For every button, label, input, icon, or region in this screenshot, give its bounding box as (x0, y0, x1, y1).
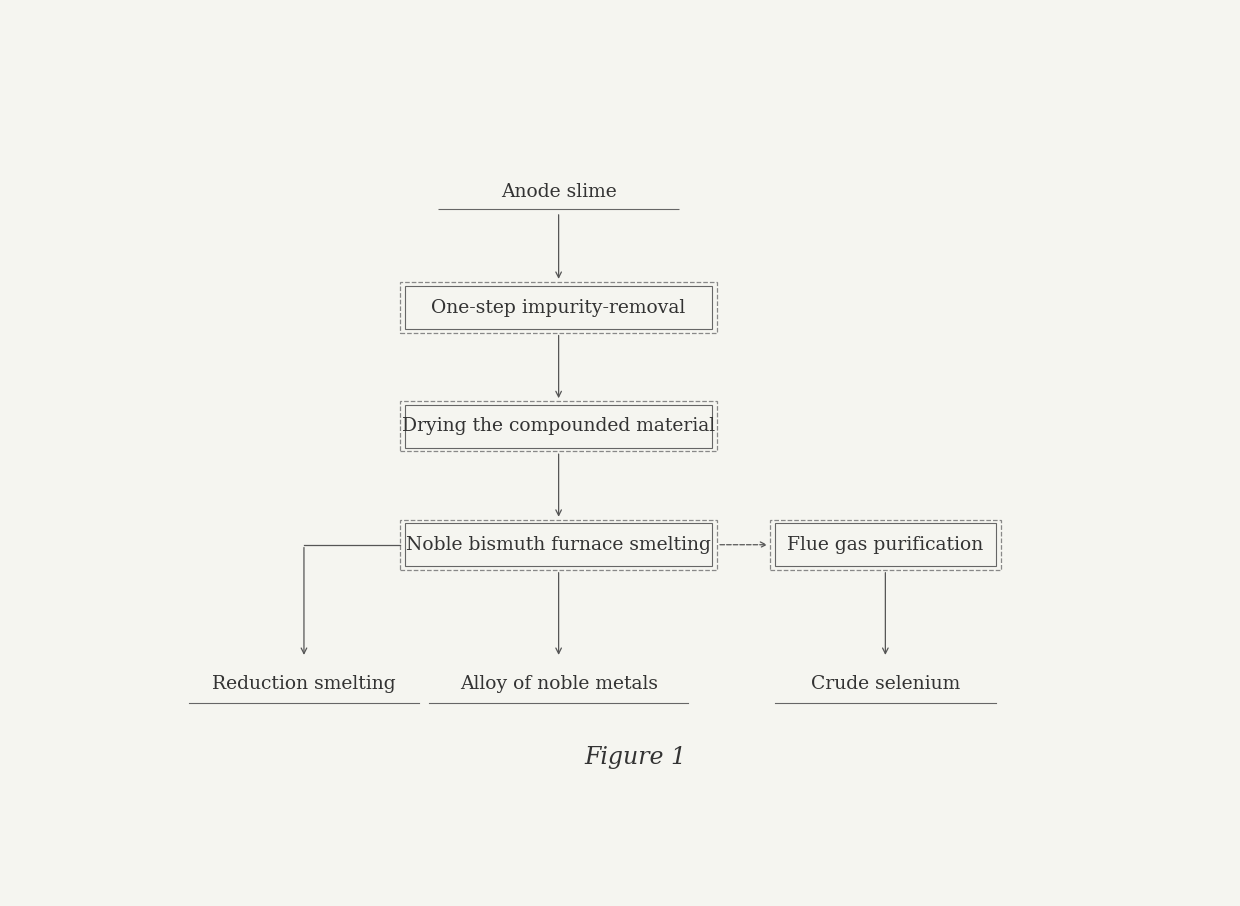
Bar (401, 520, 717, 570)
Bar (404, 286, 713, 329)
Text: Reduction smelting: Reduction smelting (212, 675, 396, 693)
Text: Crude selenium: Crude selenium (811, 675, 960, 693)
Bar (401, 283, 717, 333)
Bar (401, 401, 717, 451)
Bar (770, 520, 1001, 570)
Text: Drying the compounded material: Drying the compounded material (402, 417, 715, 435)
Bar (404, 404, 713, 448)
Text: Flue gas purification: Flue gas purification (787, 535, 983, 554)
Text: Noble bismuth furnace smelting: Noble bismuth furnace smelting (407, 535, 711, 554)
Bar (404, 523, 713, 566)
Bar (775, 523, 996, 566)
Text: One-step impurity-removal: One-step impurity-removal (432, 299, 686, 316)
Text: Alloy of noble metals: Alloy of noble metals (460, 675, 657, 693)
Text: Anode slime: Anode slime (501, 183, 616, 201)
Text: Figure 1: Figure 1 (584, 746, 687, 769)
